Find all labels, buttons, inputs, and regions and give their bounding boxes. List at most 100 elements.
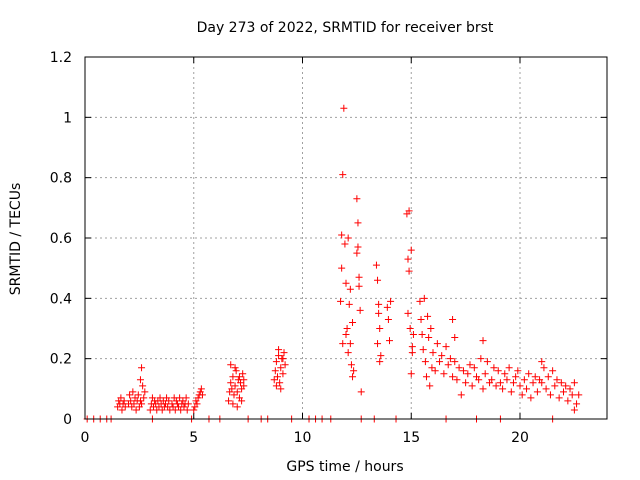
data-point: [231, 364, 239, 372]
data-point: [451, 334, 459, 342]
data-point: [520, 376, 528, 384]
data-point: [347, 361, 355, 369]
data-point: [356, 306, 364, 314]
data-point: [134, 391, 142, 399]
data-point: [546, 391, 554, 399]
data-point: [136, 397, 144, 405]
data-point: [277, 385, 285, 393]
data-point: [271, 367, 279, 375]
data-point: [197, 385, 205, 393]
data-point: [409, 331, 417, 339]
x-tick-label: 0: [81, 430, 90, 446]
data-point: [180, 403, 188, 411]
data-point: [408, 343, 416, 351]
data-point: [507, 388, 515, 396]
data-point: [279, 355, 287, 363]
data-point: [499, 385, 507, 393]
data-point: [442, 343, 450, 351]
y-tick-label: 0.8: [50, 171, 72, 187]
data-point: [237, 379, 245, 387]
data-point: [339, 340, 347, 348]
data-point: [417, 315, 425, 323]
data-point: [229, 373, 237, 381]
plot-frame: [84, 56, 608, 420]
data-point: [551, 382, 559, 390]
data-point: [240, 376, 248, 384]
data-point: [570, 379, 578, 387]
data-point: [449, 315, 457, 323]
data-point: [406, 325, 414, 332]
data-point: [376, 325, 384, 332]
x-tick-label: 15: [402, 430, 420, 446]
chart-title: Day 273 of 2022, SRMTID for receiver brs…: [197, 20, 494, 36]
data-point: [575, 391, 583, 399]
y-tick-label: 0.4: [50, 291, 72, 307]
data-point: [429, 349, 437, 357]
data-point: [136, 376, 144, 384]
data-point: [433, 340, 441, 348]
data-point: [529, 379, 537, 387]
data-point: [355, 273, 363, 281]
data-point: [350, 367, 358, 375]
x-tick-label: 10: [294, 430, 312, 446]
data-point: [229, 400, 237, 408]
y-tick-label: 1: [63, 110, 72, 126]
data-point: [377, 352, 385, 360]
data-point: [436, 358, 444, 366]
data-point: [275, 352, 283, 360]
data-point: [523, 385, 531, 393]
data-point: [531, 373, 539, 381]
data-point: [462, 379, 470, 387]
data-point: [427, 325, 435, 332]
data-point: [340, 104, 348, 112]
data-point: [342, 279, 350, 287]
data-point: [194, 394, 202, 402]
data-point: [407, 246, 415, 254]
data-point: [408, 349, 416, 357]
data-point: [156, 394, 164, 402]
data-point: [428, 364, 436, 372]
data-point: [404, 309, 412, 317]
data-point: [459, 367, 467, 375]
data-point: [165, 397, 173, 405]
data-point: [238, 397, 246, 405]
data-point: [127, 397, 135, 405]
data-point: [146, 406, 154, 414]
data-point: [425, 334, 433, 342]
data-point: [129, 388, 137, 396]
y-tick-label: 1.2: [50, 50, 72, 66]
data-point: [375, 309, 383, 317]
x-axis-label: GPS time / hours: [286, 459, 403, 475]
data-point: [564, 397, 572, 405]
data-point: [568, 391, 576, 399]
data-point: [570, 406, 578, 414]
data-point: [345, 300, 353, 308]
data-point: [338, 231, 346, 239]
data-point: [492, 382, 500, 390]
data-point: [420, 294, 428, 302]
data-point: [405, 207, 413, 215]
data-point: [118, 406, 126, 414]
data-point: [501, 370, 509, 378]
data-point: [527, 394, 535, 402]
data-point: [418, 331, 426, 339]
data-point: [538, 379, 546, 387]
data-point: [457, 391, 465, 399]
data-point: [483, 358, 491, 366]
data-point: [353, 195, 361, 203]
data-point: [233, 403, 241, 411]
data-point: [512, 373, 520, 381]
data-point: [405, 267, 413, 275]
data-point: [121, 403, 129, 411]
data-point: [140, 394, 148, 402]
data-point: [270, 376, 278, 384]
data-point: [280, 349, 288, 357]
data-point: [555, 394, 563, 402]
data-point: [193, 400, 201, 408]
data-point: [132, 406, 140, 414]
data-point: [481, 370, 489, 378]
data-point: [138, 400, 146, 408]
data-point: [466, 361, 474, 369]
data-point: [227, 379, 235, 387]
